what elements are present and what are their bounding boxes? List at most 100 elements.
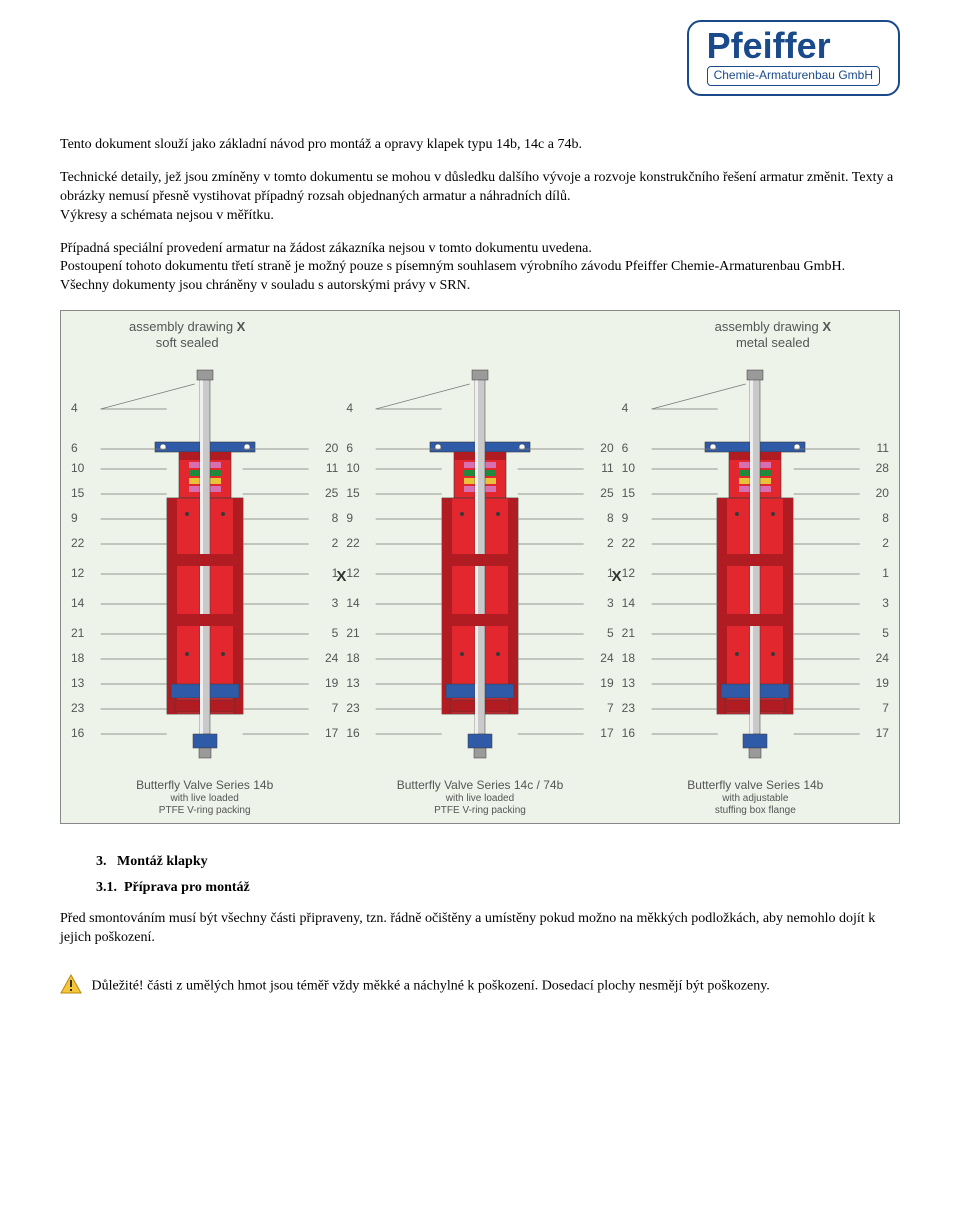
part-number-label: 17 [600, 727, 613, 739]
part-number-label: 23 [346, 702, 359, 714]
part-number-label: 22 [622, 537, 635, 549]
fig-top-right-line2: metal sealed [715, 335, 831, 351]
part-number-label: 20 [876, 487, 889, 499]
part-number-label: 10 [71, 462, 84, 474]
part-number-label: 11 [877, 442, 889, 454]
intro-paragraph-6: Všechny dokumenty jsou chráněny v soulad… [60, 277, 900, 296]
part-number-label: 11 [326, 462, 338, 474]
warning-block: Důležité! části z umělých hmot jsou témě… [60, 974, 900, 999]
valve-caption-sub1: with adjustable [687, 793, 823, 805]
part-number-label: 25 [325, 487, 338, 499]
part-number-label: 12 [71, 567, 84, 579]
part-number-label: 7 [607, 702, 614, 714]
part-number-label: 22 [71, 537, 84, 549]
part-number-label: 21 [346, 627, 359, 639]
part-number-label: 10 [346, 462, 359, 474]
valve-caption-sub1: with live loaded [397, 793, 564, 805]
valve-caption-sub2: stuffing box flange [687, 805, 823, 817]
part-number-label: 2 [607, 537, 614, 549]
part-number-label: 7 [882, 702, 889, 714]
part-number-label: 15 [346, 487, 359, 499]
logo-container: Pfeiffer Chemie-Armaturenbau GmbH [60, 20, 900, 96]
valve-column: 4610159221214211813231620112582135241971… [69, 354, 340, 816]
part-number-label: 13 [71, 677, 84, 689]
warning-lead: Důležité! [92, 978, 144, 993]
valve-caption-sub2: PTFE V-ring packing [136, 805, 273, 817]
part-number-label: 12 [622, 567, 635, 579]
part-number-label: 16 [346, 727, 359, 739]
part-number-label: 7 [332, 702, 339, 714]
part-number-label: 1 [882, 567, 889, 579]
intro-paragraph-5: Postoupení tohoto dokumentu třetí straně… [60, 258, 900, 277]
valve-column: 4610159221214211813231611282082135241971… [620, 354, 891, 816]
part-number-label: 18 [622, 652, 635, 664]
part-number-label: 5 [607, 627, 614, 639]
part-number-label: 16 [71, 727, 84, 739]
part-number-label: 28 [876, 462, 889, 474]
intro-paragraph-4: Případná speciální provedení armatur na … [60, 240, 900, 259]
valve-caption-title: Butterfly Valve Series 14b [136, 778, 273, 792]
part-number-label: 14 [346, 597, 359, 609]
part-number-label: 8 [332, 512, 339, 524]
part-number-label: 5 [332, 627, 339, 639]
valve-caption-sub2: PTFE V-ring packing [397, 805, 564, 817]
valve-caption: Butterfly valve Series 14bwith adjustabl… [687, 778, 823, 816]
part-number-label: 3 [607, 597, 614, 609]
part-number-label: 24 [600, 652, 613, 664]
part-number-label: 18 [71, 652, 84, 664]
section-3-heading: 3. Montáž klapky [96, 854, 900, 870]
part-number-label: 8 [607, 512, 614, 524]
part-number-label: 22 [346, 537, 359, 549]
part-number-label: 10 [622, 462, 635, 474]
valve-drawing: 4610159221214211813231611282082135241971… [620, 354, 891, 774]
valve-column: 4610159221214211813231620112582135241971… [344, 354, 615, 816]
part-number-label: 3 [882, 597, 889, 609]
part-number-label: 16 [622, 727, 635, 739]
part-number-label: 15 [622, 487, 635, 499]
part-number-label: 19 [600, 677, 613, 689]
figure-top-right-label: assembly drawing X metal sealed [715, 319, 831, 350]
figure-top-left-label: assembly drawing X soft sealed [129, 319, 245, 350]
valve-drawing: 4610159221214211813231620112582135241971… [69, 354, 340, 774]
part-number-label: 21 [622, 627, 635, 639]
fig-top-left-line2: soft sealed [129, 335, 245, 351]
part-number-label: 17 [325, 727, 338, 739]
logo-main-text: Pfeiffer [707, 28, 880, 64]
valve-caption-title: Butterfly valve Series 14b [687, 778, 823, 792]
part-number-label: 21 [71, 627, 84, 639]
part-number-label: 3 [332, 597, 339, 609]
part-number-label: 15 [71, 487, 84, 499]
section-3-number: 3. [96, 854, 107, 869]
part-number-label: 20 [325, 442, 338, 454]
intro-paragraph-1: Tento dokument slouží jako základní návo… [60, 136, 900, 155]
valve-caption: Butterfly Valve Series 14bwith live load… [136, 778, 273, 816]
fig-top-left-line1-a: assembly drawing [129, 319, 237, 334]
logo-sub-text: Chemie-Armaturenbau GmbH [714, 68, 873, 82]
part-number-label: 23 [622, 702, 635, 714]
part-number-label: 5 [882, 627, 889, 639]
part-number-label: 13 [346, 677, 359, 689]
part-number-label: 4 [71, 402, 78, 414]
logo-sub-box: Chemie-Armaturenbau GmbH [707, 66, 880, 86]
part-number-label: 18 [346, 652, 359, 664]
valve-caption-sub1: with live loaded [136, 793, 273, 805]
part-number-label: 24 [876, 652, 889, 664]
part-number-label: 17 [876, 727, 889, 739]
assembly-drawing-figure: assembly drawing X soft sealed assembly … [60, 310, 900, 824]
fig-top-right-x: X [822, 319, 831, 334]
intro-paragraph-3: Výkresy a schémata nejsou v měřítku. [60, 207, 900, 226]
part-number-label: 25 [600, 487, 613, 499]
valve-drawing: 4610159221214211813231620112582135241971… [344, 354, 615, 774]
valve-caption: Butterfly Valve Series 14c / 74bwith liv… [397, 778, 564, 816]
valve-caption-title: Butterfly Valve Series 14c / 74b [397, 778, 564, 792]
part-number-label: 8 [882, 512, 889, 524]
part-number-label: 14 [71, 597, 84, 609]
section-3-1-title: Příprava pro montáž [124, 880, 250, 895]
part-number-label: 6 [71, 442, 78, 454]
part-number-label: 14 [622, 597, 635, 609]
part-number-label: 24 [325, 652, 338, 664]
part-number-label: 23 [71, 702, 84, 714]
section-3-1-heading: 3.1. Příprava pro montáž [96, 880, 900, 896]
fig-top-left-x: X [237, 319, 246, 334]
fig-top-right-line1-a: assembly drawing [715, 319, 823, 334]
